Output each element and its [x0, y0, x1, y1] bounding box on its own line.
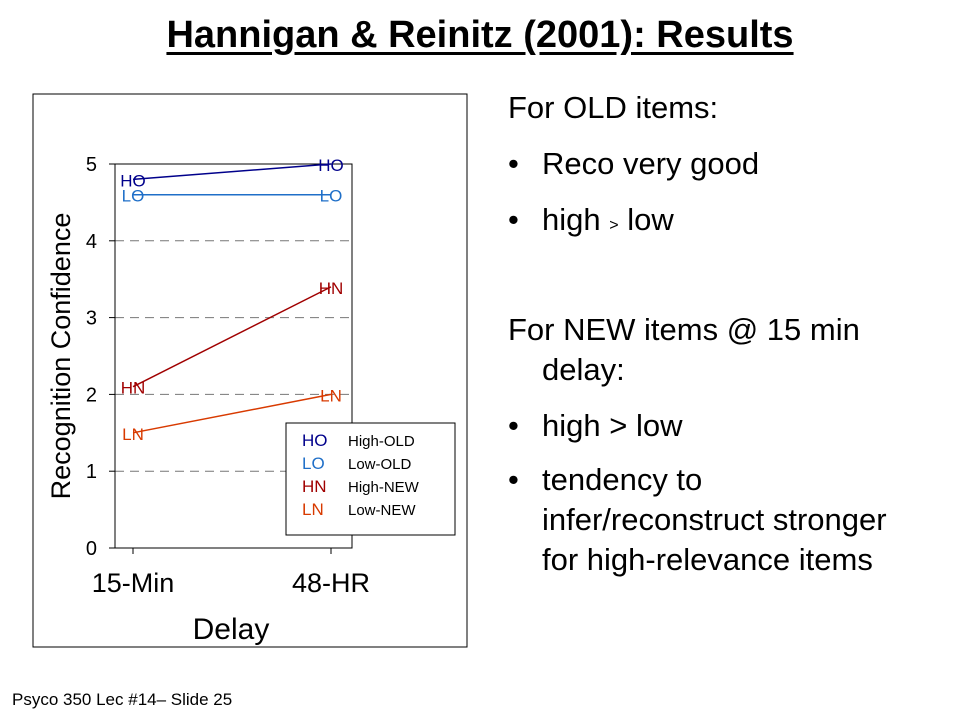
legend-code: HN [302, 477, 327, 496]
new-items-heading-2: delay: [542, 352, 625, 387]
point-label: HN [121, 379, 146, 398]
bullet-old-2: high > low [542, 202, 674, 244]
series-line [132, 286, 332, 388]
point-label: HO [120, 171, 146, 190]
bullet-new-2-line-2: infer/reconstruct stronger [542, 502, 887, 537]
legend-code: LO [302, 454, 325, 473]
y-tick-label: 1 [86, 461, 97, 483]
bullet-new-1: high > low [542, 408, 683, 443]
point-label: HO [318, 156, 344, 175]
y-tick-label: 2 [86, 384, 97, 406]
new-items-heading-1: For NEW items @ 15 min [508, 312, 860, 347]
bullet-old-1: Reco very good [542, 146, 760, 181]
x-axis-title: Delay [193, 613, 270, 646]
greater-than-symbol: > [609, 217, 619, 234]
y-axis-title: Recognition Confidence [46, 213, 76, 500]
bullet-dot: • [508, 202, 519, 237]
series-line [132, 393, 332, 434]
slide-footer: Psyco 350 Lec #14– Slide 25 [12, 690, 233, 709]
series-line [132, 163, 332, 181]
legend-label: Low-NEW [348, 502, 416, 519]
point-label: LO [320, 187, 343, 206]
bullet-dot: • [508, 146, 519, 181]
bullet-new-2-line-1: tendency to [542, 462, 703, 497]
bullet-old-2-high: high [542, 202, 601, 237]
point-label: LN [320, 386, 342, 405]
y-tick-label: 4 [86, 231, 97, 253]
plot-area [114, 163, 353, 549]
x-tick-label: 15-Min [92, 568, 175, 598]
chart-frame [32, 93, 468, 648]
point-label: LO [122, 187, 145, 206]
point-label: HN [319, 279, 344, 298]
bullet-old-2-low: low [627, 202, 674, 237]
legend-code: HO [302, 431, 328, 450]
legend-label: Low-OLD [348, 456, 412, 473]
slide-title: Hannigan & Reinitz (2001): Results [166, 14, 794, 56]
y-tick-label: 3 [86, 308, 97, 330]
legend-label: High-NEW [348, 479, 420, 496]
legend [285, 422, 456, 536]
bullet-dot: • [508, 408, 519, 443]
y-tick-label: 0 [86, 538, 97, 560]
y-tick-label: 5 [86, 154, 97, 176]
old-items-heading: For OLD items: [508, 90, 719, 125]
bullet-new-2-line-3: for high-relevance items [542, 542, 873, 577]
point-label: LN [122, 425, 144, 444]
legend-code: LN [302, 500, 324, 519]
legend-label: High-OLD [348, 433, 415, 450]
bullet-dot: • [508, 462, 519, 497]
x-tick-label: 48-HR [292, 568, 370, 598]
